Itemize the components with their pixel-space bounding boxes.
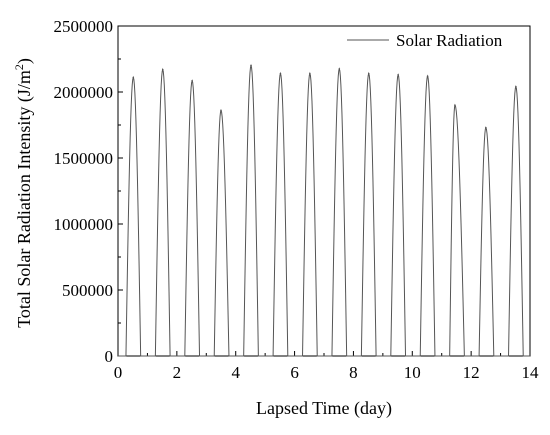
legend-label-solar-radiation: Solar Radiation	[396, 31, 503, 50]
y-tick-label: 500000	[62, 281, 113, 300]
legend: Solar Radiation	[347, 31, 503, 50]
y-tick-label: 1500000	[54, 149, 114, 168]
y-axis-label-close: )	[14, 58, 35, 64]
x-tick-label: 12	[463, 363, 480, 382]
daily-peak-point	[191, 79, 193, 82]
daily-peak-point	[367, 72, 370, 75]
daily-peak-point	[132, 76, 135, 79]
y-tick-label: 2000000	[54, 83, 114, 102]
daily-peak-point	[250, 64, 252, 67]
x-axis-ticks	[117, 351, 531, 356]
plot-area-frame	[117, 25, 531, 357]
y-axis-tick-labels: 0 500000 1000000 1500000 2000000 2500000	[54, 17, 114, 366]
daily-peak-point	[397, 74, 399, 76]
daily-peak-point	[515, 85, 517, 88]
x-tick-label: 8	[349, 363, 358, 382]
y-tick-label: 0	[105, 347, 114, 366]
x-tick-label: 14	[522, 363, 540, 382]
x-tick-label: 6	[290, 363, 299, 382]
y-axis-ticks	[118, 25, 123, 357]
series-layer	[118, 63, 530, 357]
x-tick-label: 10	[404, 363, 421, 382]
daily-peak-point	[309, 72, 311, 75]
y-axis-label: Total Solar Radiation Intensity (J/m2)	[12, 58, 35, 328]
x-axis-tick-labels: 0 2 4 6 8 10 12 14	[114, 363, 539, 382]
y-tick-label: 2500000	[54, 17, 114, 36]
x-tick-label: 4	[231, 363, 240, 382]
x-tick-label: 2	[173, 363, 182, 382]
x-axis-label: Lapsed Time (day)	[256, 398, 392, 419]
y-tick-label: 1000000	[54, 215, 114, 234]
daily-peak-point	[220, 109, 222, 112]
daily-peak-point	[161, 68, 164, 71]
daily-peak-point	[485, 126, 487, 129]
daily-peak-point	[454, 104, 456, 106]
y-axis-label-superscript: 2	[12, 64, 26, 70]
daily-peak-point	[338, 68, 341, 70]
daily-peak-point	[426, 75, 429, 77]
daily-peak-point	[279, 72, 282, 75]
y-axis-label-main: Total Solar Radiation Intensity (J/m	[14, 70, 35, 328]
x-tick-label: 0	[114, 363, 123, 382]
series-line-solar-radiation	[118, 63, 530, 357]
